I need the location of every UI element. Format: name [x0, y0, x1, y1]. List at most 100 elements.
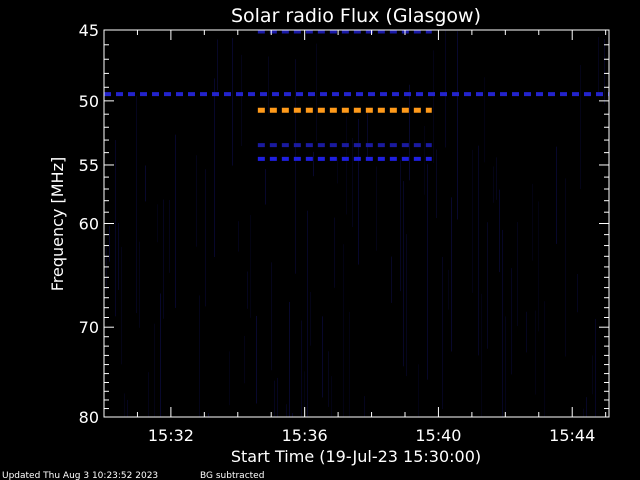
noise-streak: [295, 59, 296, 274]
y-axis-label: Frequency [MHz]: [48, 157, 67, 291]
noise-streak: [424, 125, 425, 195]
noise-streak: [517, 222, 518, 326]
x-tick-label-2: 15:40: [415, 426, 461, 445]
noise-streak: [505, 316, 506, 417]
noise-streak: [115, 140, 116, 317]
noise-streak: [307, 210, 308, 417]
noise-streak: [358, 118, 359, 265]
noise-streak: [343, 244, 344, 417]
noise-streak: [127, 399, 128, 417]
noise-streak: [271, 262, 272, 371]
noise-streak: [595, 318, 596, 417]
noise-streak: [244, 335, 245, 384]
noise-streak: [418, 364, 419, 417]
noise-streak: [217, 39, 218, 91]
noise-streak: [274, 380, 275, 417]
frequency-bands: [104, 29, 609, 161]
x-tick-label-3: 15:44: [549, 426, 595, 445]
noise-streak: [136, 95, 137, 314]
noise-streak: [310, 291, 311, 346]
noise-streak: [556, 146, 557, 244]
noise-streak: [577, 273, 578, 313]
noise-streak: [268, 56, 269, 114]
noise-streak: [604, 39, 605, 105]
noise-streak: [478, 145, 479, 356]
noise-streak: [349, 311, 350, 417]
noise-streak: [400, 159, 401, 292]
noise-streak: [484, 77, 485, 163]
noise-streak: [499, 189, 500, 273]
noise-streak: [448, 269, 449, 310]
noise-streak: [199, 295, 200, 417]
noise-streak: [256, 315, 257, 404]
noise-streak: [451, 197, 452, 352]
noise-streak: [376, 166, 377, 251]
noise-streak: [118, 222, 119, 290]
x-axis-label: Start Time (19-Jul-23 15:30:00): [231, 447, 481, 466]
noise-streak: [109, 225, 110, 262]
y-tick-label-0: 45: [79, 21, 99, 40]
noise-streak: [328, 351, 329, 407]
noise-streak: [145, 165, 146, 202]
y-tick-label-3: 60: [79, 215, 99, 234]
noise-streak: [154, 323, 155, 417]
plot-border: [103, 29, 610, 418]
y-tick-label-4: 70: [79, 318, 99, 337]
noise-streak: [409, 84, 410, 181]
x-tick-label-0: 15:32: [148, 426, 194, 445]
noise-streak: [583, 408, 584, 417]
noise-streak: [301, 320, 302, 417]
y-tick-label-2: 55: [79, 156, 99, 175]
noise-streak: [406, 234, 407, 377]
noise-streak: [565, 178, 566, 357]
noise-streak: [367, 111, 368, 159]
noise-streak: [286, 404, 287, 417]
noise-streak: [277, 377, 278, 417]
noise-streak: [292, 413, 293, 417]
plot-background: [106, 30, 605, 417]
noise-streak: [247, 271, 248, 309]
noise-streak: [496, 157, 497, 200]
noise-streak: [304, 371, 305, 417]
noise-streak: [322, 316, 323, 398]
noise-streak: [331, 376, 332, 417]
noise-streak: [352, 137, 353, 227]
noise-streak: [208, 413, 209, 417]
y-tick-label-1: 50: [79, 92, 99, 111]
noise-streak: [391, 256, 392, 303]
updated-timestamp: Updated Thu Aug 3 10:23:52 2023: [2, 471, 158, 480]
noise-streak: [214, 78, 215, 258]
noise-streak: [535, 310, 536, 395]
noise-streak: [121, 246, 122, 365]
plot-frame: [103, 29, 610, 418]
noise-streak: [532, 183, 533, 261]
noise-streak: [493, 166, 494, 203]
noise-streak: [289, 301, 290, 417]
noise-streak: [526, 311, 527, 353]
noise-streak: [364, 396, 365, 417]
noise-streak: [502, 229, 503, 417]
noise-streak: [592, 355, 593, 395]
noise-streak: [148, 372, 149, 417]
chart-title: Solar radio Flux (Glasgow): [231, 5, 481, 27]
noise-streak: [241, 54, 242, 146]
noise-streak: [445, 30, 446, 148]
noise-streak: [229, 351, 230, 406]
noise-streak: [346, 116, 347, 215]
noise-streak: [196, 155, 197, 247]
noise-streak: [538, 201, 539, 332]
y-axis-ticks: 45 50 55 60 70 80: [79, 21, 609, 427]
noise-streak: [457, 31, 458, 220]
noise-streak: [163, 199, 164, 319]
noise-streak: [157, 204, 158, 243]
noise-streak: [433, 50, 434, 163]
y-tick-label-5: 80: [79, 408, 99, 427]
x-axis-ticks: 15:32 15:36 15:40 15:44: [136, 30, 607, 445]
noise-streak: [238, 221, 239, 252]
noise-streak: [334, 217, 335, 288]
noise-streak: [544, 301, 545, 417]
noise-streak: [403, 181, 404, 367]
noise-streak: [124, 393, 125, 417]
noise-streak: [175, 134, 176, 308]
